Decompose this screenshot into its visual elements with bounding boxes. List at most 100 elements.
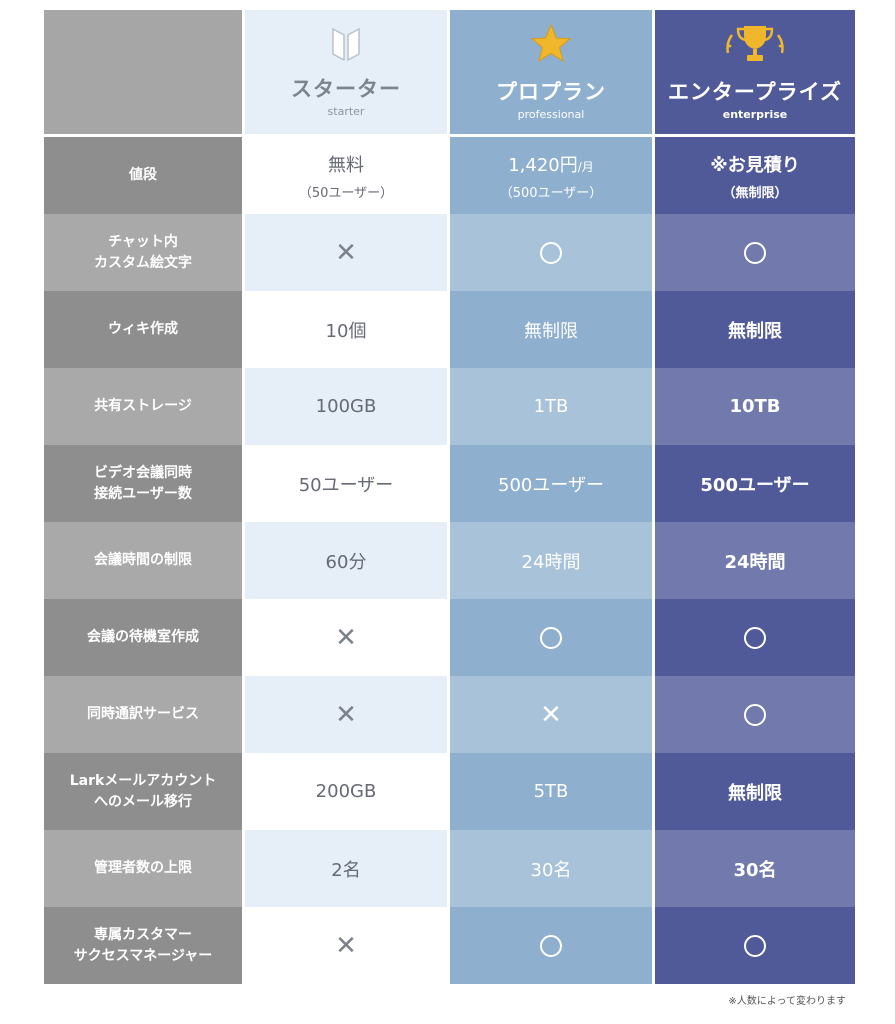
- cell-enterprise: [655, 599, 855, 676]
- price-pro: 1,420円/月 （500ユーザー）: [450, 137, 652, 214]
- star-icon: [529, 23, 573, 70]
- cross-icon: ✕: [335, 930, 357, 961]
- cell-pro: [450, 214, 652, 291]
- cross-icon: ✕: [335, 699, 357, 730]
- plan-title-pro: プロプラン: [496, 80, 606, 104]
- row-label-line: カスタム絵文字: [94, 254, 192, 271]
- plan-header-enterprise: エンタープライズ enterprise: [655, 10, 855, 137]
- cell-value: 200GB: [315, 781, 377, 802]
- row-label-line: 専属カスタマー: [94, 926, 192, 943]
- row-label: 会議の待機室作成: [44, 599, 242, 676]
- cell-value: 24時間: [521, 551, 581, 573]
- cell-value: 100GB: [315, 396, 377, 417]
- cell-value: 無制限: [728, 320, 782, 342]
- cell-enterprise: 500ユーザー: [655, 445, 855, 522]
- row-label-line: 接続ユーザー数: [94, 485, 192, 502]
- cell-enterprise: 30名: [655, 830, 855, 907]
- cell-value: 500ユーザー: [700, 474, 810, 496]
- plan-subtitle-pro: professional: [517, 108, 585, 121]
- row-label: Larkメールアカウント へのメール移行: [44, 753, 242, 830]
- price-unit: /月: [577, 159, 594, 174]
- cell-value: 50ユーザー: [298, 474, 394, 496]
- cell-value: 無制限: [524, 320, 578, 342]
- row-label-line: チャット内: [108, 233, 178, 250]
- price-value: 無料: [328, 154, 364, 176]
- cell-value: 30名: [530, 859, 572, 881]
- row-label-line: Larkメールアカウント: [69, 772, 217, 789]
- row-label: ビデオ会議同時 接続ユーザー数: [44, 445, 242, 522]
- circle-icon: [744, 703, 766, 726]
- price-users: （50ユーザー）: [298, 185, 394, 201]
- cross-icon: ✕: [335, 622, 357, 653]
- row-label-line: ビデオ会議同時: [94, 464, 192, 481]
- row-label: チャット内カスタム絵文字: [44, 214, 242, 291]
- cell-value: 1TB: [533, 396, 569, 417]
- row-label: 同時通訳サービス: [44, 676, 242, 753]
- trophy-icon: [724, 23, 786, 70]
- cell-value: 無制限: [728, 782, 782, 804]
- plan-comparison-table: スターター starter プロプラン professional: [44, 10, 855, 984]
- cell-value: 60分: [325, 551, 367, 573]
- cell-pro: [450, 907, 652, 984]
- cell-starter: ✕: [245, 599, 447, 676]
- cell-enterprise: 無制限: [655, 291, 855, 368]
- circle-icon: [744, 626, 766, 649]
- cell-enterprise: [655, 907, 855, 984]
- row-label-line: 会議の待機室作成: [87, 629, 199, 645]
- row-label-line: 同時通訳サービス: [87, 706, 199, 722]
- cell-value: 24時間: [724, 551, 786, 573]
- cell-value: 30名: [733, 859, 777, 881]
- cell-starter: 50ユーザー: [245, 445, 447, 522]
- plan-subtitle-starter: starter: [327, 105, 365, 118]
- plan-header-pro: プロプラン professional: [450, 10, 652, 137]
- cell-value: 10個: [325, 320, 367, 342]
- cell-pro: [450, 599, 652, 676]
- cell-enterprise: [655, 676, 855, 753]
- cell-enterprise: 10TB: [655, 368, 855, 445]
- cell-starter: 2名: [245, 830, 447, 907]
- row-label-line: 共有ストレージ: [94, 398, 192, 414]
- row-label: 管理者数の上限: [44, 830, 242, 907]
- cell-enterprise: 24時間: [655, 522, 855, 599]
- cell-pro: 30名: [450, 830, 652, 907]
- row-label: 会議時間の制限: [44, 522, 242, 599]
- row-label-line: ウィキ作成: [108, 321, 178, 337]
- cell-pro: 500ユーザー: [450, 445, 652, 522]
- cell-starter: 10個: [245, 291, 447, 368]
- cell-starter: 100GB: [245, 368, 447, 445]
- cell-pro: 無制限: [450, 291, 652, 368]
- row-label-line: へのメール移行: [94, 793, 192, 810]
- plan-title-enterprise: エンタープライズ: [667, 80, 843, 104]
- circle-icon: [744, 241, 766, 264]
- row-label: 専属カスタマーサクセスマネージャー: [44, 907, 242, 984]
- price-value: ※お見積り: [710, 154, 800, 176]
- price-value: 1,420円: [508, 154, 578, 176]
- plan-subtitle-enterprise: enterprise: [722, 108, 788, 121]
- row-label: 共有ストレージ: [44, 368, 242, 445]
- circle-icon: [540, 934, 562, 957]
- cell-enterprise: 無制限: [655, 753, 855, 830]
- cell-value: 5TB: [533, 781, 569, 802]
- cell-value: 500ユーザー: [498, 474, 604, 496]
- footnote: ※人数によって変わります: [728, 996, 846, 1007]
- cell-pro: 24時間: [450, 522, 652, 599]
- cell-starter: ✕: [245, 907, 447, 984]
- circle-icon: [744, 934, 766, 957]
- cell-starter: 60分: [245, 522, 447, 599]
- price-starter: 無料 （50ユーザー）: [245, 137, 447, 214]
- row-label-line: 会議時間の制限: [94, 552, 192, 568]
- cell-enterprise: [655, 214, 855, 291]
- header-corner: [44, 10, 242, 137]
- cell-pro: 1TB: [450, 368, 652, 445]
- cell-starter: ✕: [245, 676, 447, 753]
- circle-icon: [540, 626, 562, 649]
- cross-icon: ✕: [335, 237, 357, 268]
- plan-title-starter: スターター: [291, 77, 401, 101]
- row-label-line: サクセスマネージャー: [73, 947, 213, 964]
- row-label-line: 管理者数の上限: [94, 860, 192, 876]
- circle-icon: [540, 241, 562, 264]
- cell-pro: 5TB: [450, 753, 652, 830]
- price-users: （無制限）: [722, 185, 788, 201]
- cell-starter: ✕: [245, 214, 447, 291]
- row-label: ウィキ作成: [44, 291, 242, 368]
